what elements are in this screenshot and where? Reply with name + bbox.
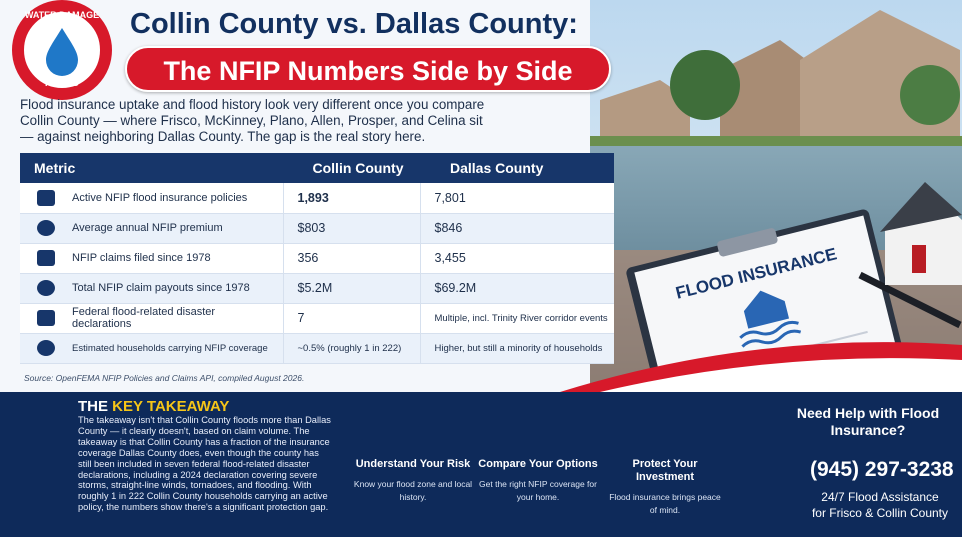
value-cell: Higher, but still a minority of househol…	[419, 333, 614, 364]
row-icon	[37, 220, 55, 236]
metric-cell: Federal flood-related disaster declarati…	[20, 303, 283, 334]
value-cell: 1,893	[282, 183, 420, 214]
feature-text: Flood insurance brings peace of mind.	[609, 492, 721, 515]
row-icon	[37, 250, 55, 266]
cta-line: 24/7 Flood Assistance	[821, 490, 939, 504]
feature: Compare Your Options Get the right NFIP c…	[478, 458, 598, 504]
logo-top: WATER DAMAGE	[24, 10, 100, 20]
feature-text: Get the right NFIP coverage for your hom…	[479, 479, 597, 502]
value-cell: Multiple, incl. Trinity River corridor e…	[419, 303, 614, 334]
takeaway-text: The takeaway isn't that Collin County fl…	[78, 415, 331, 513]
value-cell: 3,455	[419, 243, 614, 274]
source: Source: OpenFEMA NFIP Policies and Claim…	[24, 373, 305, 383]
table-row: Estimated households carrying NFIP cover…	[20, 333, 614, 364]
value-cell: 7	[282, 303, 420, 334]
metric-cell: NFIP claims filed since 1978	[20, 243, 283, 274]
row-icon	[37, 310, 55, 326]
comparison-table: Metric Collin County Dallas County Activ…	[20, 153, 614, 364]
logo-bottom: FRISCO	[44, 78, 79, 88]
value-cell: $803	[282, 213, 420, 244]
subtitle: The NFIP Numbers Side by Side	[125, 46, 611, 92]
title: Collin County vs. Dallas County:	[130, 8, 578, 40]
intro: Flood insurance uptake and flood history…	[20, 97, 485, 144]
feature-title: Protect Your Investment	[632, 458, 698, 483]
bottom-band	[0, 392, 962, 537]
takeaway-title: THE KEY TAKEAWAY	[78, 398, 229, 415]
feature-text: Know your flood zone and local history.	[353, 479, 473, 502]
takeaway-prefix: THE	[78, 398, 108, 415]
feature-title: Understand Your Risk	[355, 458, 471, 470]
cta-phone[interactable]: (945) 297-3238	[810, 458, 954, 481]
feature: Understand Your Risk Know your flood zone…	[353, 458, 473, 504]
table-row: Federal flood-related disaster declarati…	[20, 303, 614, 334]
value-cell: $69.2M	[419, 273, 614, 304]
table-row: Total NFIP claim payouts since 1978 $5.2M…	[20, 273, 614, 304]
feature-title: Compare Your Options	[478, 458, 598, 470]
metric-cell: Estimated households carrying NFIP cover…	[20, 333, 283, 364]
row-icon	[37, 340, 55, 356]
header-cell: Dallas County	[420, 153, 614, 183]
value-cell: 7,801	[419, 183, 614, 214]
value-cell: $5.2M	[282, 273, 420, 304]
feature: Protect Your Investment Flood insurance b…	[605, 458, 725, 517]
metric-cell: Active NFIP flood insurance policies	[20, 183, 283, 214]
header-cell: Metric	[20, 153, 283, 183]
table-row: Active NFIP flood insurance policies 1,89…	[20, 183, 614, 214]
header-row: Metric Collin County Dallas County	[20, 153, 614, 183]
metric-cell: Total NFIP claim payouts since 1978	[20, 273, 283, 304]
cta-heading: Need Help with Flood Insurance?	[796, 405, 940, 438]
header-cell: Collin County	[283, 153, 420, 183]
metric-cell: Average annual NFIP premium	[20, 213, 283, 244]
table-row: Average annual NFIP premium $803 $846	[20, 213, 614, 244]
value-cell: ~0.5% (roughly 1 in 222)	[282, 333, 420, 364]
table-row: NFIP claims filed since 1978 356 3,455	[20, 243, 614, 274]
row-icon	[37, 280, 55, 296]
value-cell: $846	[419, 213, 614, 244]
takeaway-highlight: KEY TAKEAWAY	[112, 398, 230, 415]
value-cell: 356	[282, 243, 420, 274]
row-icon	[37, 190, 55, 206]
cta-line: for Frisco & Collin County	[811, 506, 949, 520]
